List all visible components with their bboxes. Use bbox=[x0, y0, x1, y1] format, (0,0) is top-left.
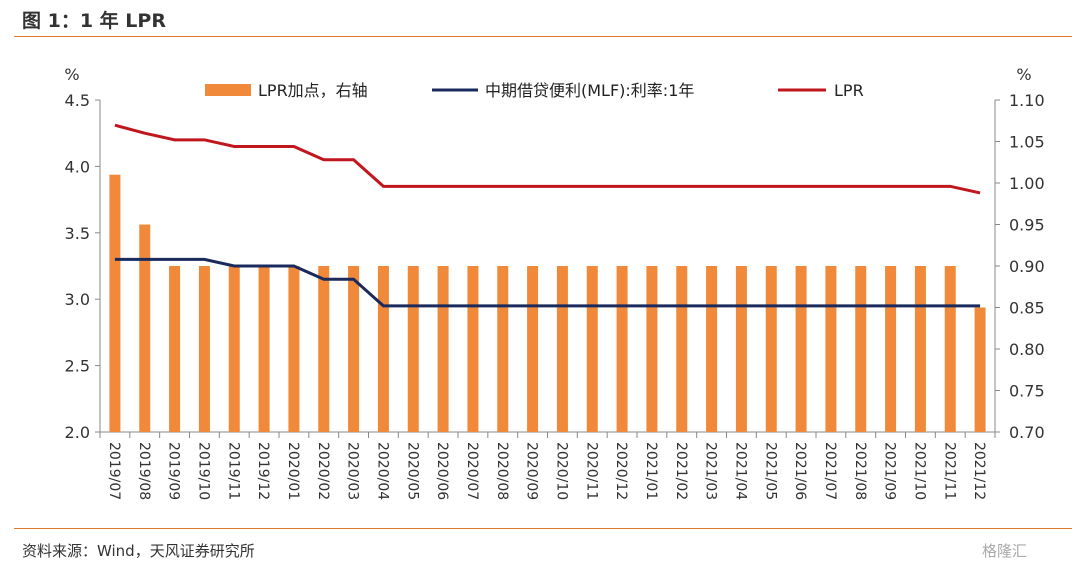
bar bbox=[914, 266, 926, 432]
line-series-mlf bbox=[114, 257, 981, 308]
left-tick-label: 4.5 bbox=[65, 91, 90, 110]
x-tick-label: 2020/01 bbox=[285, 442, 301, 500]
x-tick-label: 2021/09 bbox=[882, 442, 898, 500]
legend-swatch-bar bbox=[205, 84, 251, 96]
bar bbox=[556, 266, 568, 432]
x-tick-label: 2021/11 bbox=[941, 442, 957, 500]
bar bbox=[885, 266, 897, 432]
x-tick-label: 2021/02 bbox=[673, 442, 689, 500]
x-tick-label: 2020/02 bbox=[315, 442, 331, 500]
x-tick-label: 2019/10 bbox=[195, 442, 211, 500]
bar bbox=[974, 307, 986, 432]
bar bbox=[407, 266, 419, 432]
bar bbox=[109, 174, 121, 432]
right-tick-label: 0.90 bbox=[1009, 257, 1045, 276]
x-tick-label: 2020/04 bbox=[374, 442, 390, 500]
x-tick-label: 2019/09 bbox=[166, 442, 182, 500]
x-tick-label: 2021/03 bbox=[703, 442, 719, 500]
x-tick-label: 2021/01 bbox=[643, 442, 659, 500]
x-tick-label: 2021/12 bbox=[971, 442, 987, 500]
bar bbox=[646, 266, 658, 432]
bar bbox=[795, 266, 807, 432]
bar bbox=[825, 266, 837, 432]
bar bbox=[735, 266, 747, 432]
source-note: 资料来源：Wind，天风证券研究所 bbox=[22, 542, 255, 560]
x-tick-label: 2021/04 bbox=[732, 442, 748, 500]
right-tick-label: 1.10 bbox=[1009, 91, 1045, 110]
bar bbox=[467, 266, 479, 432]
footer-divider bbox=[14, 528, 1072, 529]
right-tick-label: 1.00 bbox=[1009, 174, 1045, 193]
x-tick-label: 2021/08 bbox=[852, 442, 868, 500]
watermark-logo: 格隆汇 bbox=[982, 542, 1028, 560]
chart-axes: 2.0 2.5 3.0 3.5 4.0 4.5% 0.70 0.75 0.80 0.85 0.90 0… bbox=[64, 65, 1044, 500]
bar bbox=[497, 266, 509, 432]
right-tick-label: 0.70 bbox=[1009, 423, 1045, 442]
x-tick-label: 2021/07 bbox=[822, 442, 838, 500]
x-tick-label: 2021/06 bbox=[792, 442, 808, 500]
bar bbox=[348, 266, 360, 432]
left-tick-label: 2.0 bbox=[65, 423, 90, 442]
left-tick-label: 4.0 bbox=[65, 157, 90, 176]
bar bbox=[437, 266, 449, 432]
right-tick-label: 0.80 bbox=[1009, 340, 1045, 359]
bar bbox=[318, 266, 330, 432]
bar bbox=[258, 266, 270, 432]
line-series-group bbox=[114, 123, 981, 308]
bar bbox=[765, 266, 777, 432]
bar bbox=[527, 266, 539, 432]
title-divider bbox=[14, 36, 1072, 37]
x-tick-label: 2019/07 bbox=[106, 442, 122, 500]
bar bbox=[706, 266, 718, 432]
x-tick-label: 2020/05 bbox=[404, 442, 420, 500]
bar bbox=[139, 224, 151, 432]
legend-label-bar: LPR加点，右轴 bbox=[258, 81, 368, 100]
right-tick-label: 0.85 bbox=[1009, 299, 1045, 318]
left-tick-label: 3.0 bbox=[65, 290, 90, 309]
x-tick-label: 2020/07 bbox=[464, 442, 480, 500]
bar-series-lpr-spread bbox=[109, 174, 986, 432]
left-axis-unit: % bbox=[64, 65, 79, 84]
bar bbox=[586, 266, 598, 432]
right-tick-label: 1.05 bbox=[1009, 133, 1045, 152]
x-tick-label: 2019/08 bbox=[136, 442, 152, 500]
bar bbox=[228, 266, 240, 432]
x-tick-label: 2020/11 bbox=[583, 442, 599, 500]
x-tick-label: 2020/12 bbox=[613, 442, 629, 500]
chart-legend: LPR加点，右轴 中期借贷便利(MLF):利率:1年 LPR bbox=[205, 81, 864, 100]
right-tick-label: 0.75 bbox=[1009, 382, 1045, 401]
right-tick-label: 0.95 bbox=[1009, 216, 1045, 235]
x-tick-label: 2021/05 bbox=[762, 442, 778, 500]
x-tick-label: 2020/09 bbox=[524, 442, 540, 500]
x-tick-label: 2019/12 bbox=[255, 442, 271, 500]
legend-label-mlf: 中期借贷便利(MLF):利率:1年 bbox=[485, 81, 694, 100]
x-tick-label: 2020/08 bbox=[494, 442, 510, 500]
x-tick-label: 2021/10 bbox=[911, 442, 927, 500]
bar bbox=[288, 266, 300, 432]
figure-title: 图 1：1 年 LPR bbox=[22, 10, 166, 32]
bar bbox=[676, 266, 688, 432]
x-tick-label: 2020/03 bbox=[345, 442, 361, 500]
left-tick-label: 2.5 bbox=[65, 357, 90, 376]
x-tick-label: 2020/06 bbox=[434, 442, 450, 500]
legend-label-lpr: LPR bbox=[834, 81, 864, 100]
bar bbox=[169, 266, 181, 432]
left-tick-label: 3.5 bbox=[65, 224, 90, 243]
bar bbox=[855, 266, 867, 432]
x-tick-label: 2020/10 bbox=[553, 442, 569, 500]
line-series-lpr bbox=[114, 123, 981, 195]
right-axis-unit: % bbox=[1016, 65, 1031, 84]
bar bbox=[944, 266, 956, 432]
bar bbox=[616, 266, 628, 432]
bar bbox=[198, 266, 210, 432]
bar bbox=[377, 266, 389, 432]
x-tick-label: 2019/11 bbox=[225, 442, 241, 500]
